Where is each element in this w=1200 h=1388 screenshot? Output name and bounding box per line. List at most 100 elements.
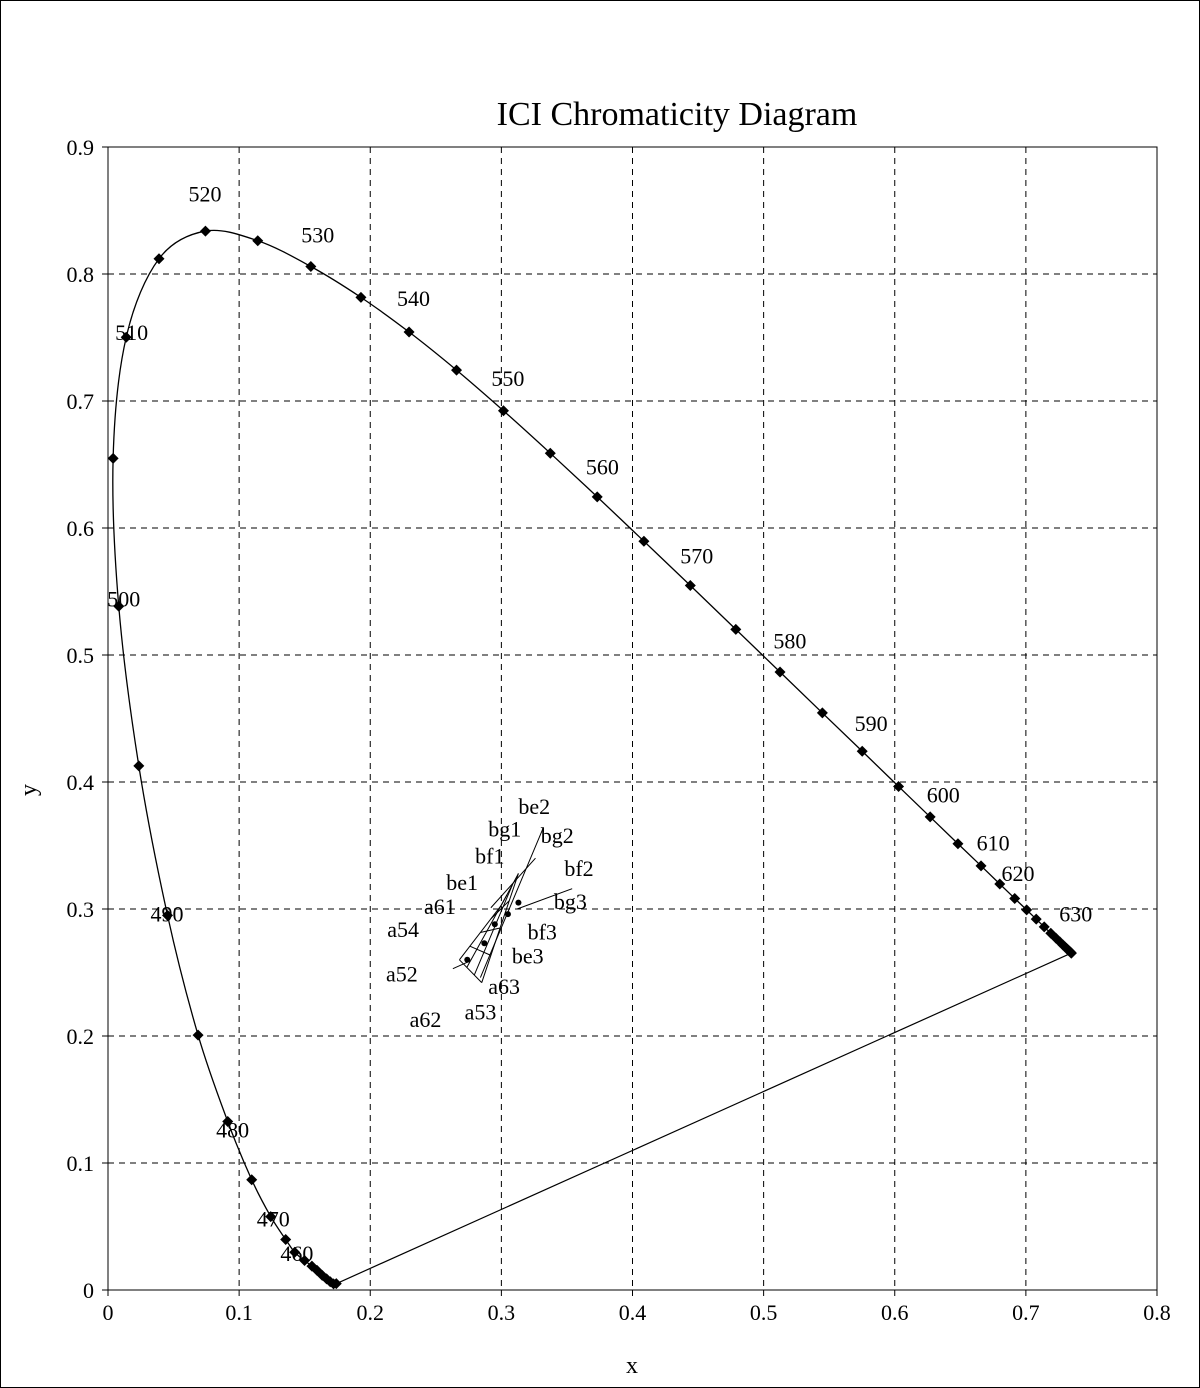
leader-line [490, 857, 536, 909]
locus-point [120, 331, 132, 343]
locus-point [199, 225, 211, 237]
sample-label: be2 [518, 794, 550, 819]
locus-point [289, 1246, 301, 1258]
locus-point [856, 745, 868, 757]
sample-point [504, 911, 511, 918]
locus-point [113, 600, 125, 612]
y-tick-label: 0.6 [67, 516, 95, 541]
x-tick-label: 0.1 [225, 1300, 253, 1325]
locus-point [774, 666, 786, 678]
locus-point [252, 235, 264, 247]
mesh-line [466, 894, 508, 968]
mesh-line [481, 873, 519, 983]
x-tick-label: 0.7 [1012, 1300, 1040, 1325]
wavelength-label: 500 [107, 587, 140, 612]
locus-point [684, 580, 696, 592]
purple-line [336, 952, 1072, 1285]
wavelength-label: 510 [115, 320, 148, 345]
locus-point [952, 838, 964, 850]
sample-point [515, 899, 522, 906]
y-axis-label: y [16, 784, 42, 796]
locus-point [1021, 904, 1033, 916]
locus-point [403, 326, 415, 338]
locus-point [355, 291, 367, 303]
locus-point [1038, 921, 1050, 933]
locus-point [246, 1174, 258, 1186]
mesh-line [490, 900, 510, 920]
x-tick-label: 0.2 [357, 1300, 385, 1325]
sample-label: bg1 [488, 817, 521, 842]
mesh-line [459, 904, 502, 961]
wavelength-label: 530 [301, 222, 334, 247]
locus-point [994, 878, 1006, 890]
x-tick-label: 0.6 [881, 1300, 909, 1325]
x-tick-label: 0.5 [750, 1300, 778, 1325]
y-tick-label: 0.8 [67, 262, 95, 287]
locus-point [893, 780, 905, 792]
locus-point [162, 909, 174, 921]
sample-label: be3 [512, 944, 544, 969]
wavelength-label: 470 [257, 1207, 290, 1232]
x-axis-label: x [626, 1353, 638, 1379]
locus-point [192, 1029, 204, 1041]
x-tick-label: 0 [103, 1300, 114, 1325]
sample-point [481, 940, 488, 947]
wavelength-label: 610 [977, 831, 1010, 856]
wavelength-label: 520 [189, 182, 222, 207]
locus-point [730, 623, 742, 635]
locus-point [153, 253, 165, 265]
y-tick-label: 0.7 [67, 389, 95, 414]
locus-point [591, 491, 603, 503]
locus-point [975, 860, 987, 872]
sample-label: a53 [465, 999, 497, 1024]
locus-point [924, 811, 936, 823]
sample-label: a54 [387, 917, 419, 942]
y-tick-label: 0.4 [67, 770, 95, 795]
sample-label: bf3 [528, 919, 557, 944]
y-tick-label: 0.1 [67, 1151, 95, 1176]
locus-point [280, 1233, 292, 1245]
x-tick-label: 0.8 [1143, 1300, 1171, 1325]
grid-lines [108, 147, 1157, 1290]
locus-point [451, 364, 463, 376]
sample-label: bg3 [554, 889, 587, 914]
spectral-locus [112, 229, 1072, 1285]
wavelength-label: 620 [1002, 861, 1035, 886]
wavelength-label: 600 [927, 782, 960, 807]
leader-line [479, 827, 544, 978]
mesh-line [469, 945, 492, 956]
locus-point [1065, 947, 1077, 959]
locus-point [265, 1211, 277, 1223]
wavelength-label: 630 [1059, 902, 1092, 927]
sample-point [464, 956, 471, 963]
locus-point [497, 405, 509, 417]
sample-label: a62 [410, 1007, 442, 1032]
sample-label: bg2 [541, 823, 574, 848]
wavelength-label: 590 [855, 711, 888, 736]
x-tick-label: 0.3 [488, 1300, 516, 1325]
y-tick-label: 0.3 [67, 897, 95, 922]
locus-point [638, 535, 650, 547]
wavelength-label: 490 [151, 902, 184, 927]
wavelength-label: 580 [773, 629, 806, 654]
wavelength-label: 570 [680, 544, 713, 569]
locus-point [816, 707, 828, 719]
wavelength-label: 480 [216, 1118, 249, 1143]
y-tick-label: 0 [83, 1278, 94, 1303]
spectral-locus-line [112, 229, 1072, 1285]
sample-label: a63 [488, 974, 520, 999]
wavelength-label: 460 [280, 1241, 313, 1266]
sample-region [452, 827, 573, 984]
locus-markers [107, 225, 1077, 1290]
locus-point [544, 447, 556, 459]
locus-point [306, 1260, 318, 1272]
mesh-line [459, 959, 483, 984]
x-tick-label: 0.4 [619, 1300, 647, 1325]
sample-label: bf1 [475, 843, 504, 868]
locus-point [1030, 913, 1042, 925]
mesh-line [480, 927, 501, 933]
locus-point [107, 452, 119, 464]
sample-label: a61 [424, 894, 456, 919]
